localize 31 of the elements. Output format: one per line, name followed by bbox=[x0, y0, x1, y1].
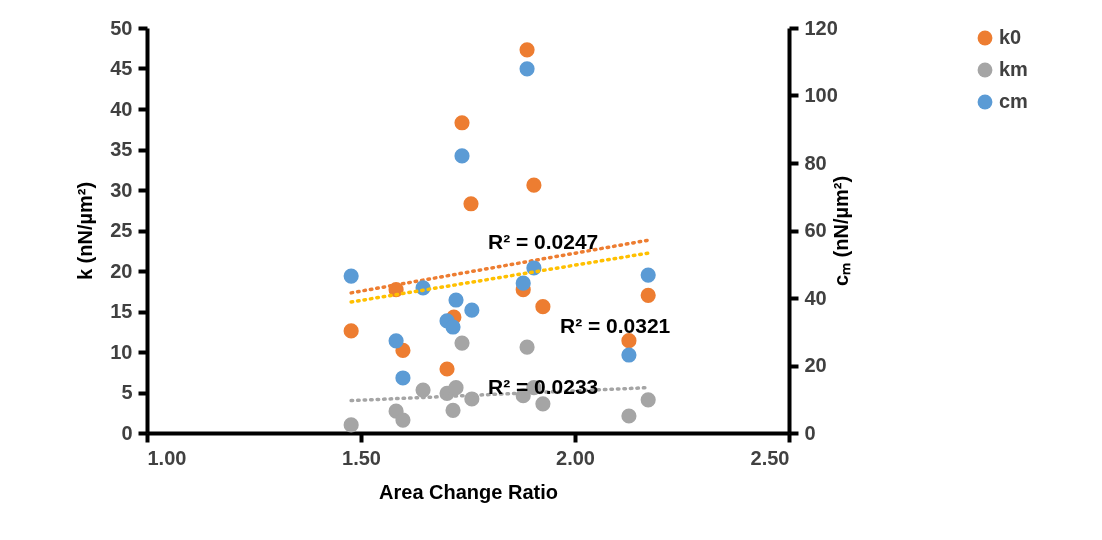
y-tick-label: 40 bbox=[110, 97, 133, 120]
x-axis-title: Area Change Ratio bbox=[379, 480, 558, 503]
y-tick-label: 20 bbox=[110, 259, 133, 282]
y2-tick-label: 80 bbox=[804, 151, 827, 174]
x-tick-label: 1.00 bbox=[147, 446, 187, 469]
y-tick-label: 0 bbox=[121, 421, 133, 444]
annotation: R² = 0.0321 bbox=[559, 313, 671, 337]
x-tick-label: 2.50 bbox=[750, 446, 790, 469]
legend-label: k0 bbox=[999, 26, 1022, 48]
y2-tick-label: 0 bbox=[804, 421, 816, 444]
y-tick-label: 5 bbox=[121, 381, 133, 403]
y2-tick-label: 60 bbox=[804, 219, 827, 241]
y2-tick-label: 20 bbox=[804, 354, 827, 376]
legend-label: km bbox=[999, 58, 1028, 80]
y-tick-label: 45 bbox=[110, 57, 133, 79]
y-axis-title: k (nN/µm²) bbox=[74, 181, 97, 281]
y2-tick-label: 40 bbox=[804, 286, 827, 309]
x-tick-label: 1.50 bbox=[342, 446, 381, 469]
annotation: R² = 0.0247 bbox=[487, 230, 599, 254]
y2-tick-label: 100 bbox=[804, 84, 838, 106]
y2-tick-label: 120 bbox=[804, 16, 838, 39]
y-tick-label: 10 bbox=[110, 340, 133, 363]
annotation: R² = 0.0233 bbox=[487, 374, 599, 398]
y-tick-label: 30 bbox=[110, 178, 133, 201]
y-tick-label: 50 bbox=[110, 16, 133, 39]
y-tick-label: 25 bbox=[110, 219, 133, 241]
y-tick-label: 15 bbox=[110, 300, 133, 322]
y2-axis-title: cₘ (nN/µm²) bbox=[829, 175, 852, 287]
legend-label: cm bbox=[999, 90, 1028, 112]
y-tick-label: 35 bbox=[110, 138, 133, 160]
x-tick-label: 2.00 bbox=[556, 446, 595, 469]
